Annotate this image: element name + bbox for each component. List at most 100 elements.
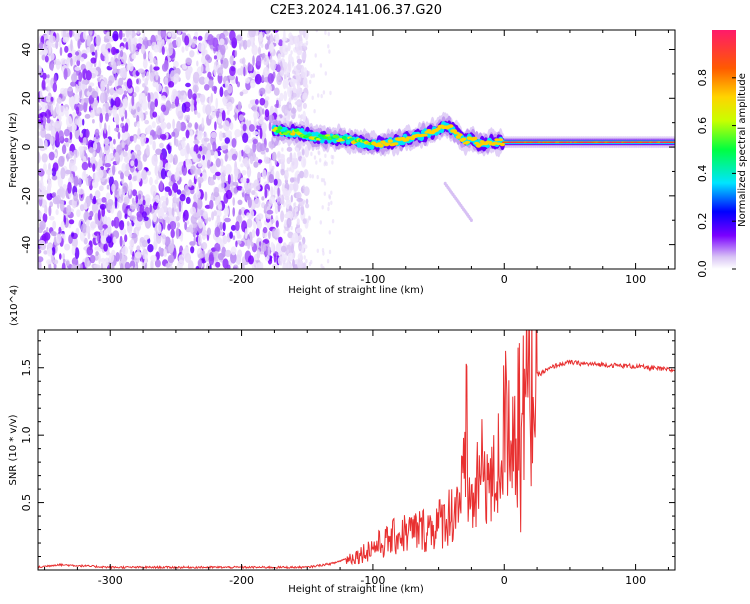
spectrogram-cell [103, 38, 110, 43]
spectrogram-cell [257, 171, 261, 182]
spectrogram-cell [285, 78, 289, 90]
spectrogram-cell [189, 50, 195, 58]
spectrogram-cell [85, 61, 92, 71]
spectrogram-cell [285, 47, 288, 52]
spectrogram-cell [43, 49, 48, 55]
spectrogram-cell [50, 135, 54, 146]
spectrogram-cell [50, 61, 54, 72]
spectrogram-cell [323, 181, 327, 186]
spectrogram-cell [288, 104, 292, 109]
spectrogram-cell [155, 83, 163, 92]
spectrogram-cell [102, 224, 108, 229]
spectrogram-cell [286, 167, 289, 172]
spectrogram-cell [286, 217, 292, 228]
spectrogram-cell [120, 172, 124, 180]
spectrogram-cell [142, 199, 146, 206]
spectrogram-cell [275, 64, 281, 73]
spectrogram-cell [65, 260, 70, 267]
spectrogram-cell [115, 113, 120, 126]
spectrogram-cell [168, 42, 174, 55]
spectrogram-cell [155, 148, 162, 155]
spectrogram-cell [154, 259, 161, 268]
spectrogram-cell [260, 43, 264, 48]
spectrogram-cell [217, 238, 221, 244]
spectrogram-cell [201, 242, 208, 250]
spectrogram-cell [47, 173, 51, 182]
spectrogram-cell [448, 124, 454, 128]
spectrogram-cell [110, 98, 114, 108]
spectrogram-cell [55, 32, 60, 43]
spectrogram-cell [124, 170, 130, 177]
spectrogram-cell [223, 120, 230, 132]
spectrogram-cell [122, 182, 129, 194]
spectrogram-xtick-label: -200 [229, 273, 254, 286]
spectrogram-cell [172, 94, 176, 100]
spectrogram-cell [185, 158, 192, 169]
spectrogram-cell [245, 178, 250, 184]
spectrogram-cell [201, 55, 206, 65]
spectrogram-cell [63, 128, 70, 137]
spectrogram-cell [197, 112, 201, 119]
spectrogram-cell [90, 57, 97, 64]
spectrogram-cell [265, 147, 269, 153]
spectrogram-cell [164, 76, 170, 85]
spectrogram-cell [298, 30, 304, 36]
spectrogram-cell [128, 184, 131, 196]
spectrogram-cell [56, 97, 62, 104]
spectrogram-cell [225, 163, 232, 175]
spectrogram-cell [240, 65, 243, 76]
spectrogram-ytick-label: 0 [20, 144, 33, 151]
spectrogram-cell [118, 30, 123, 40]
spectrogram-cell [38, 151, 41, 163]
spectrogram-cell [256, 249, 261, 260]
spectrogram-cell [89, 67, 97, 73]
spectrogram-cell [191, 42, 196, 48]
spectrogram-cell [159, 180, 163, 191]
spectrogram-cell [232, 197, 235, 206]
spectrogram-cell [79, 132, 83, 138]
spectrogram-cell [472, 136, 478, 141]
spectrogram-cell [59, 46, 63, 57]
spectrogram-cell [123, 90, 128, 96]
spectrogram-cell [204, 76, 210, 85]
spectrogram-cell [165, 263, 171, 268]
spectrogram-cell [277, 39, 284, 47]
spectrogram-cell [58, 155, 65, 167]
spectrogram-cell [184, 35, 190, 46]
spectrogram-cell [301, 241, 304, 246]
spectrogram-cell [144, 77, 149, 87]
spectrogram-cell [313, 155, 317, 160]
spectrogram-cell [71, 257, 79, 266]
spectrogram-cell [77, 188, 85, 195]
spectrogram-cell [260, 31, 263, 37]
spectrogram-cell [226, 237, 231, 243]
colorbar-tick-label: 0.0 [696, 260, 709, 278]
spectrogram-cell [172, 182, 179, 193]
spectrogram-cell [316, 174, 319, 180]
spectrogram-cell [114, 189, 118, 196]
spectrogram-cell [197, 258, 203, 268]
spectrogram-cell [53, 236, 57, 246]
spectrogram-cell [177, 30, 182, 36]
spectrogram-cell [43, 42, 47, 48]
spectrogram-cell [121, 125, 126, 134]
spectrogram-cell [200, 64, 204, 73]
spectrogram-cell [268, 173, 275, 184]
spectrogram-cell [291, 232, 299, 244]
spectrogram-cell [181, 46, 185, 53]
spectrogram-cell [46, 259, 53, 265]
spectrogram-cell [51, 246, 56, 256]
spectrogram-cell [330, 154, 333, 160]
spectrogram-cell [207, 159, 211, 169]
spectrogram-cell [151, 155, 158, 167]
spectrogram-cell [80, 57, 85, 62]
spectrogram-cell [119, 249, 122, 262]
spectrogram-cell [285, 74, 288, 79]
spectrogram-cell [226, 101, 233, 112]
spectrogram-cell [154, 164, 159, 177]
spectrogram-cell [232, 207, 235, 217]
spectrogram-cell [172, 118, 176, 130]
spectrogram-cell [322, 251, 325, 256]
spectrogram-cell [74, 66, 81, 71]
spectrogram-cell [206, 149, 212, 160]
